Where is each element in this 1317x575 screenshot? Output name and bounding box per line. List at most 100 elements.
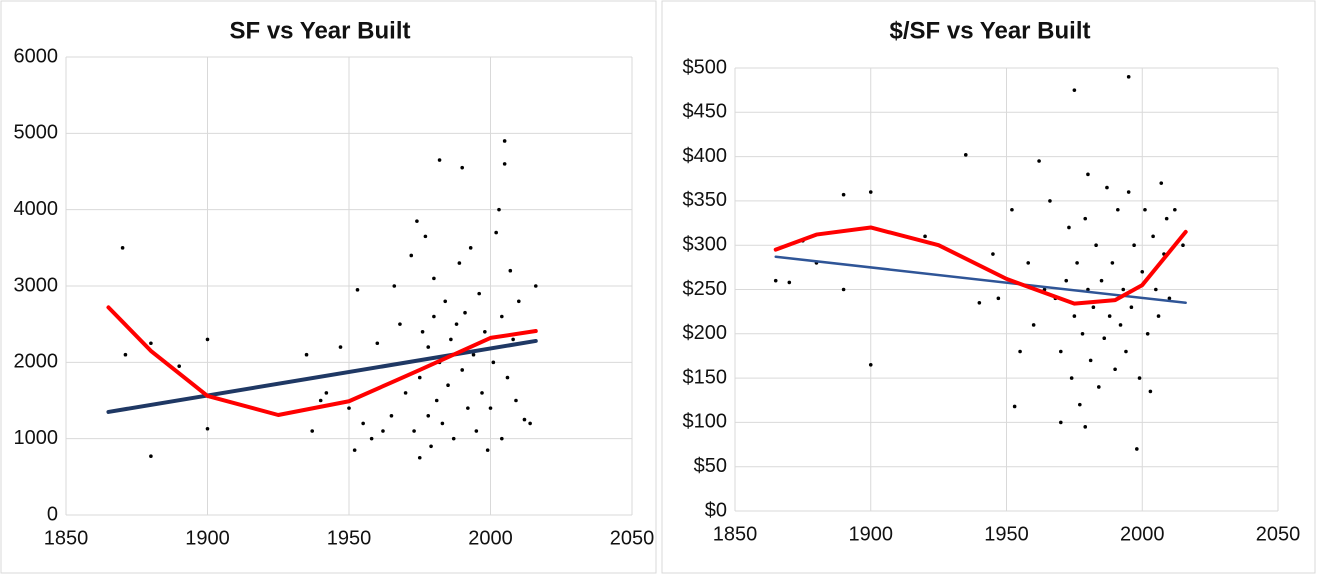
point <box>1167 296 1172 301</box>
x-tick-label: 1950 <box>327 527 372 549</box>
y-tick-label: 1000 <box>14 427 59 449</box>
point <box>1059 420 1063 425</box>
point <box>497 207 501 212</box>
point <box>868 190 873 194</box>
point <box>449 337 453 342</box>
point <box>502 139 507 143</box>
point <box>352 448 357 452</box>
point <box>1010 207 1014 212</box>
y-tick-label: $450 <box>683 101 728 123</box>
point <box>205 337 210 342</box>
x-tick-label: 1950 <box>984 523 1029 545</box>
point <box>392 284 397 288</box>
y-tick-label: 3000 <box>14 274 59 296</box>
point <box>474 429 479 433</box>
point <box>1124 349 1128 354</box>
chart-title: SF vs Year Built <box>230 17 411 44</box>
point <box>1059 349 1063 354</box>
point <box>1048 199 1052 203</box>
point <box>483 330 487 334</box>
point <box>1083 216 1088 221</box>
point <box>1086 172 1090 177</box>
point <box>1126 190 1131 194</box>
point <box>432 276 436 281</box>
point <box>463 310 467 315</box>
y-tick-label: 0 <box>47 503 58 525</box>
point <box>417 455 422 460</box>
point <box>468 246 473 250</box>
trend-line <box>106 305 538 418</box>
point <box>432 314 436 319</box>
point <box>1113 367 1117 372</box>
point <box>1037 159 1041 163</box>
point <box>508 268 513 273</box>
point <box>375 341 380 346</box>
point <box>1026 261 1031 265</box>
point <box>1072 314 1077 318</box>
point <box>494 230 498 235</box>
point <box>488 406 493 410</box>
x-tick-label: 2050 <box>1256 523 1301 545</box>
point <box>517 299 521 304</box>
y-tick-label: 5000 <box>14 122 59 144</box>
point <box>454 322 459 326</box>
point <box>324 391 329 395</box>
point <box>1031 323 1036 327</box>
point <box>1105 185 1109 190</box>
point <box>361 421 365 426</box>
point <box>522 417 527 422</box>
point <box>426 413 431 418</box>
point <box>347 406 351 410</box>
point <box>485 448 490 452</box>
point <box>514 398 518 403</box>
point <box>1118 323 1123 327</box>
point <box>511 337 515 342</box>
point <box>1075 261 1079 265</box>
y-tick-label: $50 <box>694 455 727 477</box>
y-tick-label: $150 <box>683 366 728 388</box>
y-tick-label: 2000 <box>14 351 59 373</box>
point <box>446 383 450 388</box>
point <box>177 364 181 368</box>
point <box>460 165 465 170</box>
point <box>500 436 504 441</box>
trend-line <box>774 255 1187 305</box>
point <box>533 284 538 288</box>
point <box>1086 287 1090 292</box>
point <box>868 363 873 367</box>
point <box>977 300 982 305</box>
point <box>1164 216 1169 221</box>
x-tick-label: 2000 <box>468 527 513 549</box>
point <box>1102 336 1107 341</box>
point <box>457 261 462 265</box>
chart: SF vs Year Built 0 1000 2000 3000 4000 5000 600… <box>14 17 655 549</box>
point <box>434 398 439 403</box>
point <box>500 314 504 319</box>
point <box>1156 314 1161 318</box>
chart-title: $/SF vs Year Built <box>890 17 1091 44</box>
point <box>1091 305 1096 310</box>
x-tick-label: 1850 <box>713 523 758 545</box>
point <box>310 429 315 433</box>
point <box>1097 385 1101 389</box>
point <box>1154 287 1158 292</box>
point <box>491 360 496 365</box>
point <box>120 246 125 250</box>
point <box>1135 447 1139 451</box>
y-tick-label: $300 <box>683 233 728 255</box>
point <box>1140 269 1145 274</box>
x-tick-label: 1900 <box>849 523 894 545</box>
point <box>426 345 431 349</box>
point <box>149 454 153 459</box>
point <box>1159 181 1164 185</box>
y-tick-label: $350 <box>683 189 728 211</box>
point <box>773 278 778 283</box>
y-tick-label: $500 <box>683 56 728 78</box>
point <box>429 444 433 449</box>
point <box>1107 314 1112 318</box>
point <box>381 429 385 433</box>
point <box>420 330 425 334</box>
panel-frame <box>0 0 657 574</box>
point <box>963 153 968 157</box>
